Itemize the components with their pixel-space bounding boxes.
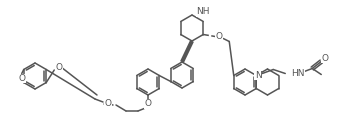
- Text: O: O: [56, 64, 63, 73]
- Text: O: O: [104, 99, 112, 108]
- Text: HN: HN: [292, 69, 305, 78]
- Text: O: O: [145, 99, 152, 108]
- Text: O: O: [322, 54, 329, 63]
- Text: NH: NH: [196, 7, 210, 17]
- Text: O: O: [216, 32, 223, 41]
- Text: N: N: [255, 71, 262, 80]
- Text: O: O: [18, 74, 25, 83]
